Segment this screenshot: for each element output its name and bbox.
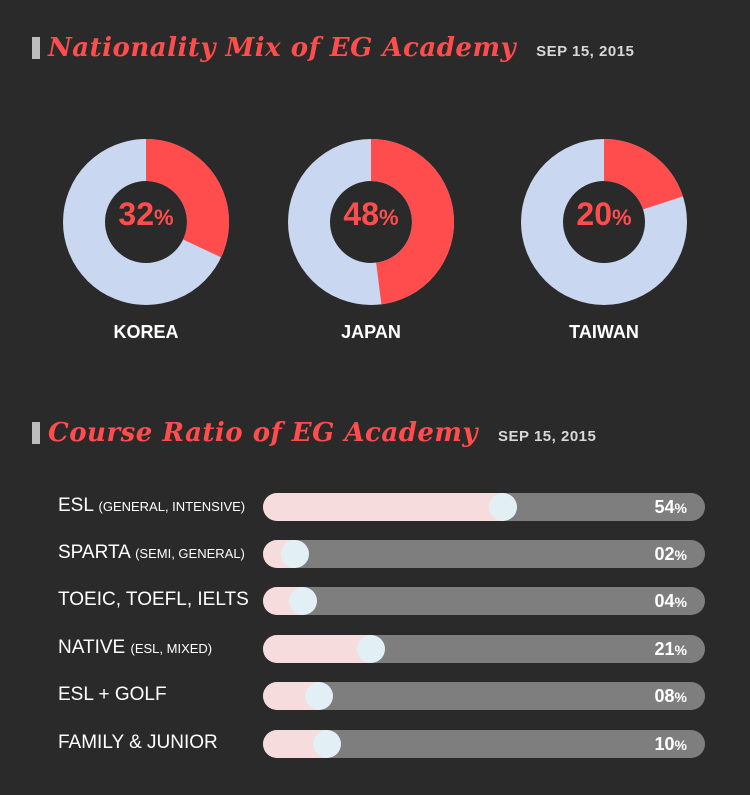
bar-knob — [305, 682, 333, 710]
bar-track: 02% — [263, 540, 705, 568]
bar-category-main: ESL — [58, 495, 94, 516]
bar-value-unit: % — [674, 500, 687, 516]
nationality-section-title: Nationality Mix of EG Academy SEP 15, 20… — [32, 32, 634, 64]
bar-value-number: 54 — [654, 497, 675, 517]
nationality-date: SEP 15, 2015 — [536, 42, 635, 60]
donut-value-label: 20% — [520, 196, 688, 233]
donut-category-label: KOREA — [113, 322, 179, 342]
donut-value-unit: % — [154, 205, 174, 230]
bar-knob — [281, 540, 309, 568]
course-title: Course Ratio of EG Academy — [48, 418, 479, 448]
bar-category-label: FAMILY & JUNIOR — [58, 732, 218, 754]
bar-value-label: 21% — [655, 639, 687, 660]
bar-category-main: FAMILY & JUNIOR — [58, 732, 218, 753]
donut-value-unit: % — [612, 205, 632, 230]
bar-track: 21% — [263, 635, 705, 663]
donut-category-label: JAPAN — [341, 322, 401, 342]
bar-category-label: ESL (GENERAL, INTENSIVE) — [58, 495, 245, 517]
bar-row: ESL + GOLF 08% — [0, 680, 750, 710]
title-marker — [32, 422, 40, 444]
donut-value-number: 20 — [576, 196, 613, 232]
donut-svg — [521, 139, 687, 305]
bar-value-number: 21 — [654, 639, 675, 659]
bar-track: 08% — [263, 682, 705, 710]
course-date: SEP 15, 2015 — [498, 427, 597, 445]
bar-category-main: ESL + GOLF — [58, 684, 167, 705]
donut-slice-taiwan — [602, 139, 683, 211]
donut-category-label: TAIWAN — [569, 322, 639, 342]
bar-category-main: SPARTA — [58, 542, 130, 563]
bar-row: NATIVE (ESL, MIXED) 21% — [0, 633, 750, 663]
donut-korea: 32% KOREA — [62, 138, 232, 342]
bar-value-label: 02% — [655, 544, 687, 565]
bar-value-unit: % — [674, 737, 687, 753]
bar-value-unit: % — [674, 547, 687, 563]
bar-knob — [313, 730, 341, 758]
bar-row: FAMILY & JUNIOR 10% — [0, 728, 750, 758]
bar-category-sub: (ESL, MIXED) — [130, 641, 213, 656]
bar-category-label: ESL + GOLF — [58, 684, 167, 706]
donut-value-label: 48% — [287, 196, 455, 233]
bar-value-number: 10 — [654, 734, 675, 754]
bar-track: 54% — [263, 493, 705, 521]
bar-value-unit: % — [674, 642, 687, 658]
donut-value-number: 48 — [343, 196, 380, 232]
bar-value-unit: % — [674, 594, 687, 610]
bar-track: 04% — [263, 587, 705, 615]
bar-value-number: 04 — [654, 591, 675, 611]
bar-row: SPARTA (SEMI, GENERAL) 02% — [0, 538, 750, 568]
bar-value-unit: % — [674, 689, 687, 705]
donut-taiwan: 20% TAIWAN — [520, 138, 690, 342]
bar-category-label: NATIVE (ESL, MIXED) — [58, 637, 212, 659]
bar-category-sub: (SEMI, GENERAL) — [135, 546, 245, 561]
bar-value-number: 08 — [654, 686, 675, 706]
bar-value-number: 02 — [654, 544, 675, 564]
donut-slice-korea — [144, 139, 229, 258]
bar-category-main: NATIVE — [58, 637, 126, 658]
donut-value-unit: % — [379, 205, 399, 230]
donut-svg — [63, 139, 229, 305]
bar-row: TOEIC, TOEFL, IELTS 04% — [0, 585, 750, 615]
bar-row: ESL (GENERAL, INTENSIVE) 54% — [0, 491, 750, 521]
bar-knob — [357, 635, 385, 663]
bar-category-sub: (GENERAL, INTENSIVE) — [98, 499, 246, 514]
bar-value-label: 10% — [655, 734, 687, 755]
bar-value-label: 04% — [655, 591, 687, 612]
nationality-title: Nationality Mix of EG Academy — [48, 33, 517, 63]
bar-knob — [489, 493, 517, 521]
bar-fill — [263, 493, 503, 521]
bar-category-label: SPARTA (SEMI, GENERAL) — [58, 542, 245, 564]
bar-category-main: TOEIC, TOEFL, IELTS — [58, 589, 249, 610]
bar-track: 10% — [263, 730, 705, 758]
donut-japan: 48% JAPAN — [287, 138, 457, 342]
course-section-title: Course Ratio of EG Academy SEP 15, 2015 — [32, 417, 596, 449]
bar-knob — [289, 587, 317, 615]
donut-value-label: 32% — [62, 196, 230, 233]
donut-slice-japan — [370, 139, 454, 305]
bar-value-label: 08% — [655, 686, 687, 707]
donut-value-number: 32 — [118, 196, 155, 232]
donut-svg — [288, 139, 454, 305]
bar-value-label: 54% — [655, 497, 687, 518]
title-marker — [32, 37, 40, 59]
bar-category-label: TOEIC, TOEFL, IELTS — [58, 589, 249, 611]
bar-fill — [263, 635, 371, 663]
